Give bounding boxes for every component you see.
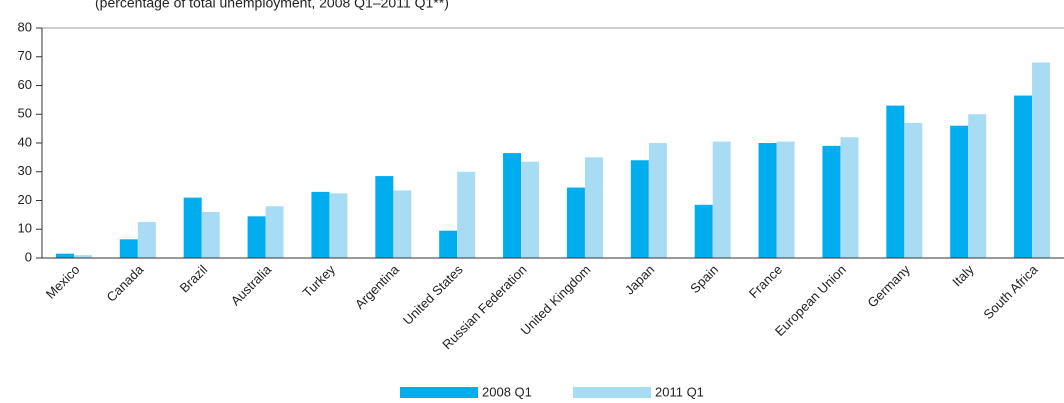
bar — [904, 122, 923, 258]
bar — [822, 145, 841, 258]
legend-swatch — [573, 387, 651, 398]
x-tick-label: France — [746, 262, 785, 301]
x-tick-label: Italy — [949, 262, 977, 290]
bar — [712, 141, 731, 258]
legend-label: 2008 Q1 — [482, 384, 532, 399]
bar — [201, 212, 220, 258]
bar — [1032, 62, 1051, 258]
bar — [55, 253, 74, 258]
y-tick-label: 80 — [18, 19, 32, 34]
x-tick-label: United Kingdom — [517, 262, 593, 338]
y-tick-label: 10 — [18, 221, 32, 236]
y-tick-label: 40 — [18, 134, 32, 149]
x-tick-label: Spain — [687, 262, 721, 296]
bar — [758, 143, 777, 258]
bar — [119, 239, 138, 258]
bar — [1014, 95, 1033, 258]
bar — [503, 153, 522, 258]
bar — [840, 137, 859, 258]
bar — [375, 176, 394, 258]
bar — [886, 105, 905, 258]
bar — [329, 193, 348, 258]
bar — [73, 255, 92, 258]
bar — [457, 171, 476, 258]
x-tick-label: Mexico — [43, 262, 83, 302]
y-tick-label: 30 — [18, 163, 32, 178]
x-tick-label: South Africa — [980, 261, 1041, 322]
x-tick-label: Argentina — [352, 261, 403, 312]
bar — [183, 197, 202, 258]
y-tick-label: 0 — [25, 249, 32, 264]
x-tick-label: Brazil — [177, 262, 211, 296]
bar — [694, 204, 713, 258]
bar — [630, 160, 649, 258]
bar — [311, 191, 330, 258]
y-tick-label: 70 — [18, 48, 32, 63]
y-tick-label: 20 — [18, 192, 32, 207]
bar — [776, 141, 795, 258]
bar — [584, 157, 603, 258]
x-tick-label: Canada — [104, 261, 147, 304]
legend-label: 2011 Q1 — [655, 384, 704, 399]
legend-swatch — [400, 387, 478, 398]
bar — [968, 114, 987, 258]
bar — [265, 206, 284, 258]
y-tick-label: 50 — [18, 106, 32, 121]
y-tick-label: 60 — [18, 77, 32, 92]
x-tick-label: United States — [400, 262, 466, 328]
bar — [439, 230, 458, 258]
x-tick-label: Germany — [864, 262, 913, 311]
x-tick-label: Turkey — [300, 262, 339, 301]
bar — [950, 125, 969, 258]
bar — [247, 216, 266, 258]
x-tick-label: Japan — [622, 262, 658, 298]
chart-subtitle: (percentage of total unemployment, 2008 … — [95, 0, 449, 11]
bar — [393, 190, 412, 258]
bar — [521, 161, 540, 258]
bar — [137, 222, 156, 258]
bar — [648, 143, 667, 258]
bar — [566, 187, 585, 258]
x-tick-label: Australia — [228, 261, 275, 308]
